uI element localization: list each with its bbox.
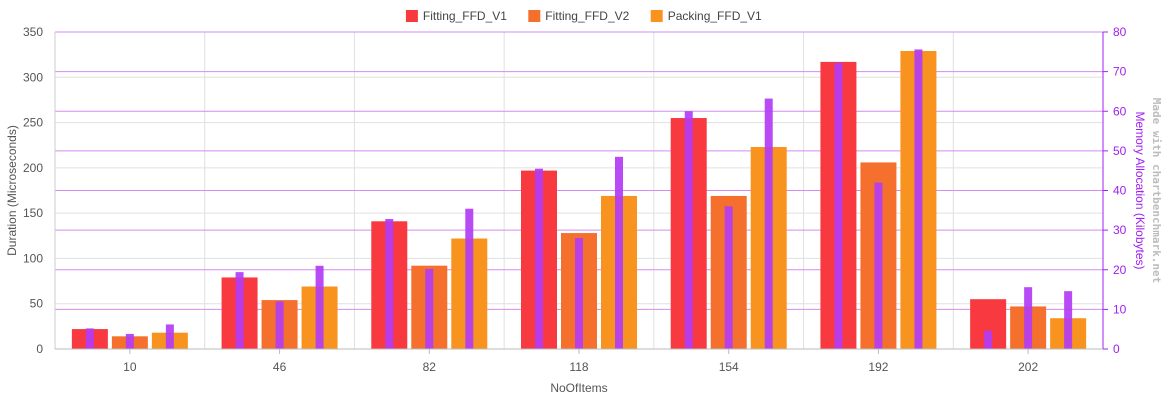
axes: 0 50 100 150 200 250 300 350 0 10 20 30 40 50 60 70 80 10… — [23, 25, 1127, 374]
legend-label: Fitting_FFD_V2 — [545, 9, 629, 23]
memory-bar-Fitting_FFD_V2-10 — [125, 333, 134, 349]
y2-tick-label: 0 — [1113, 342, 1120, 356]
y2-tick-label: 40 — [1113, 184, 1127, 198]
memory-bar-Fitting_FFD_V1-82 — [385, 219, 394, 349]
memory-bar-Fitting_FFD_V2-46 — [275, 301, 284, 349]
memory-bar-Fitting_FFD_V1-192 — [834, 62, 843, 349]
memory-bar-Fitting_FFD_V1-10 — [85, 328, 94, 349]
y-axis-title: Duration (Microseconds) — [5, 125, 19, 256]
memory-bar-Fitting_FFD_V1-118 — [535, 168, 543, 349]
memory-bar-Fitting_FFD_V1-202 — [984, 330, 993, 349]
y-tick-label: 300 — [23, 70, 43, 84]
x-tick-label: 154 — [719, 360, 739, 374]
y-tick-label: 200 — [23, 161, 43, 175]
memory-bar-Packing_FFD_V1-154 — [764, 98, 773, 349]
memory-bar-Fitting_FFD_V1-154 — [684, 111, 693, 349]
legend-swatch — [528, 10, 541, 22]
memory-bar-Fitting_FFD_V2-192 — [874, 182, 883, 349]
x-axis-title: NoOfItems — [550, 381, 607, 395]
y-tick-label: 350 — [23, 25, 43, 39]
legend-label: Fitting_FFD_V1 — [423, 9, 507, 23]
y2-tick-label: 80 — [1113, 25, 1127, 39]
memory-bar-Fitting_FFD_V2-82 — [425, 268, 434, 349]
x-tick-label: 118 — [569, 360, 588, 374]
memory-bar-Packing_FFD_V1-10 — [165, 324, 174, 349]
x-tick-label: 202 — [1018, 360, 1038, 374]
watermark: Made with chartbenchmark.net — [1150, 98, 1163, 283]
y-tick-label: 50 — [30, 297, 44, 311]
y-tick-label: 100 — [23, 251, 43, 265]
legend: Fitting_FFD_V1 Fitting_FFD_V2 Packing_FFD_… — [405, 9, 762, 23]
y-tick-label: 150 — [23, 206, 43, 220]
y2-tick-label: 20 — [1113, 263, 1127, 277]
memory-bar-Fitting_FFD_V1-46 — [235, 272, 244, 349]
y2-tick-label: 50 — [1113, 144, 1127, 158]
x-tick-label: 10 — [123, 360, 137, 374]
memory-bar-Fitting_FFD_V2-154 — [724, 206, 733, 349]
y-tick-label: 250 — [23, 116, 43, 130]
x-tick-label: 46 — [273, 360, 287, 374]
memory-bar-Fitting_FFD_V2-202 — [1024, 287, 1033, 349]
y2-tick-label: 70 — [1113, 65, 1127, 79]
legend-swatch — [405, 10, 418, 22]
memory-bar-Fitting_FFD_V2-118 — [575, 238, 583, 349]
memory-bars — [85, 49, 1073, 350]
x-tick-label: 82 — [423, 360, 437, 374]
x-tick-label: 192 — [868, 360, 888, 374]
memory-bar-Packing_FFD_V1-202 — [1064, 291, 1073, 349]
memory-bar-Packing_FFD_V1-118 — [615, 156, 623, 349]
y2-tick-label: 10 — [1113, 302, 1127, 316]
memory-bar-Packing_FFD_V1-46 — [315, 265, 324, 349]
y2-tick-label: 30 — [1113, 223, 1127, 237]
memory-bar-Packing_FFD_V1-82 — [465, 208, 474, 349]
memory-bar-Packing_FFD_V1-192 — [914, 49, 923, 350]
legend-swatch — [650, 10, 663, 22]
y2-tick-label: 60 — [1113, 104, 1127, 118]
legend-label: Packing_FFD_V1 — [668, 9, 762, 23]
y2-axis-title: Memory Allocation (Kilobytes) — [1133, 111, 1147, 269]
y-tick-label: 0 — [36, 342, 43, 356]
